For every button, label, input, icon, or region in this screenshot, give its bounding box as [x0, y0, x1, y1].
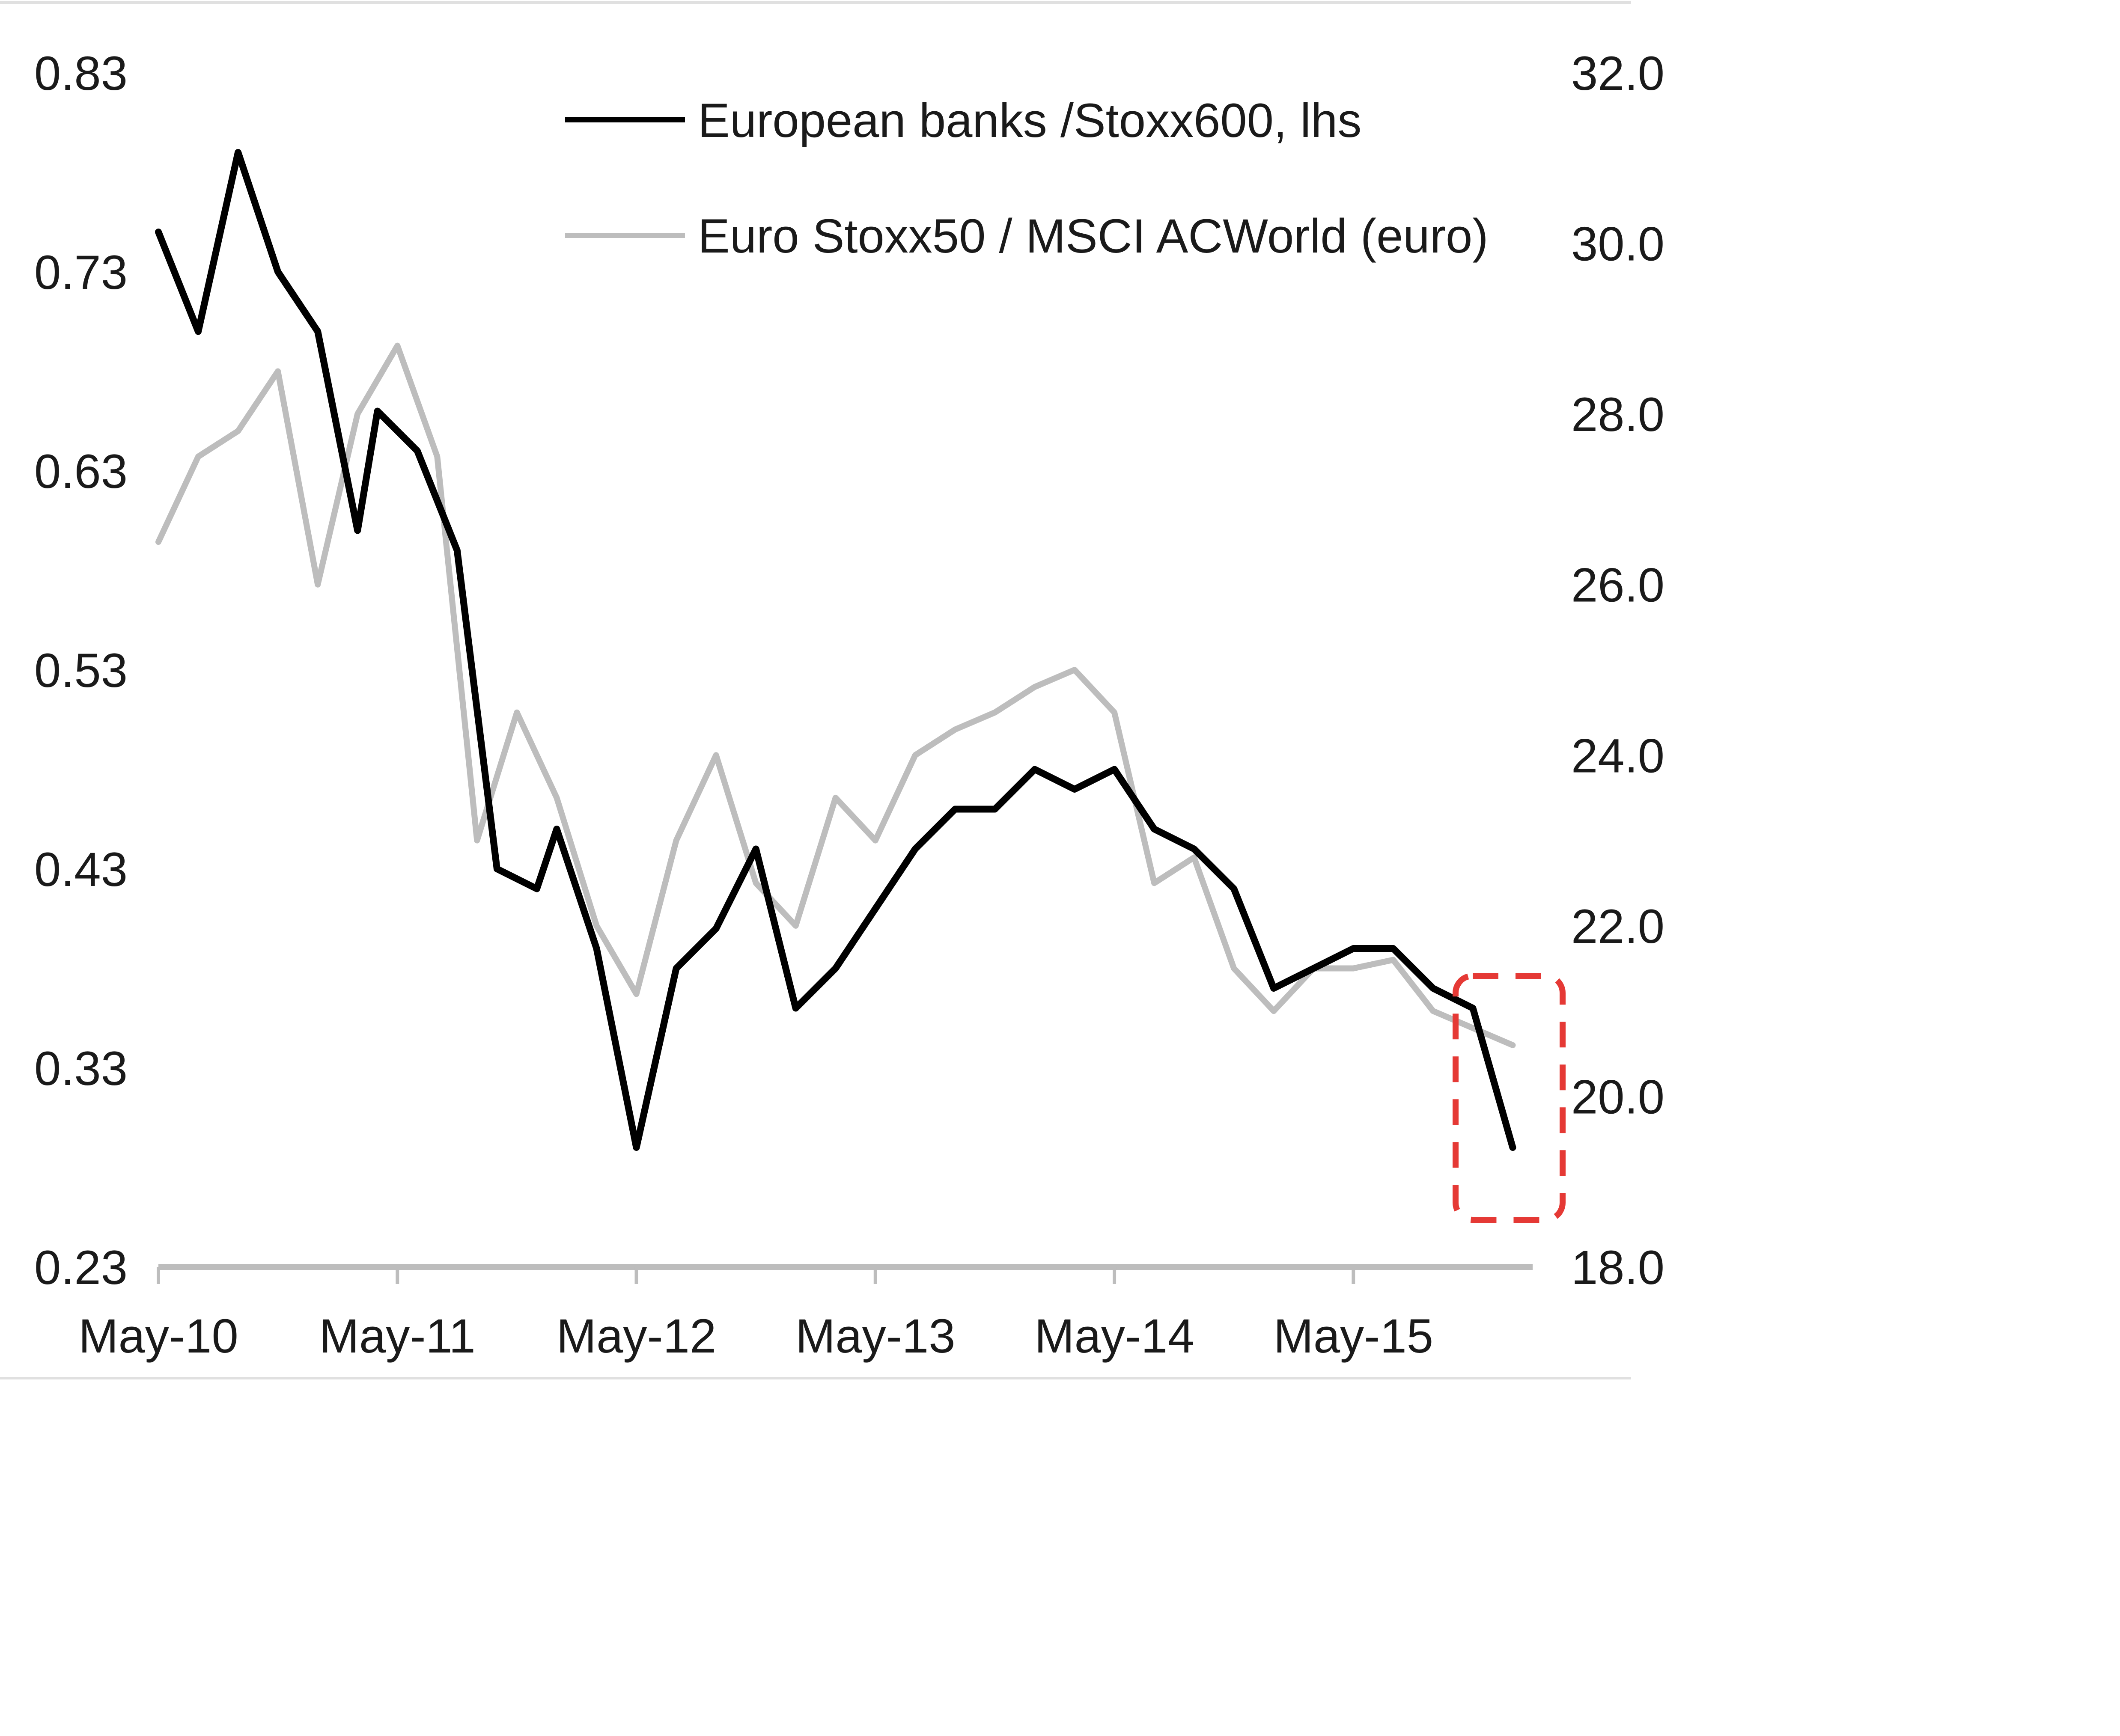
left-tick-label: 0.43 [34, 843, 128, 896]
x-tick-label: May-12 [557, 1309, 716, 1363]
x-tick-label: May-15 [1274, 1309, 1433, 1363]
series-line-european-banks [155, 149, 1516, 1151]
left-tick-label: 0.53 [34, 644, 128, 697]
x-tick-label: May-10 [78, 1309, 238, 1363]
right-tick-label: 30.0 [1571, 217, 1664, 271]
right-tick-label: 26.0 [1571, 559, 1664, 612]
x-axis: May-10 May-11 May-12 May-13 May-14 May-15 [78, 1264, 1533, 1363]
plot-background [17, 0, 1627, 1378]
left-tick-label: 0.83 [34, 47, 128, 100]
right-tick-label: 18.0 [1571, 1241, 1664, 1294]
legend: European banks /Stoxx600, lhs Euro Stoxx5… [565, 94, 1489, 263]
right-tick-label: 24.0 [1571, 729, 1664, 782]
right-tick-label: 28.0 [1571, 388, 1664, 441]
left-tick-label: 0.23 [34, 1241, 128, 1294]
right-tick-label: 22.0 [1571, 900, 1664, 953]
left-tick-label: 0.63 [34, 445, 128, 498]
legend-label: Euro Stoxx50 / MSCI ACWorld (euro) [698, 209, 1489, 263]
series-line-euro-stoxx [155, 342, 1516, 1048]
right-axis: 32.0 30.0 28.0 26.0 24.0 22.0 20.0 18.0 [1571, 47, 1664, 1294]
right-tick-label: 20.0 [1571, 1070, 1664, 1124]
left-axis: 0.83 0.73 0.63 0.53 0.43 0.33 0.23 [34, 47, 128, 1294]
x-tick-label: May-14 [1034, 1309, 1194, 1363]
left-tick-label: 0.73 [34, 246, 128, 299]
right-tick-label: 32.0 [1571, 47, 1664, 100]
x-tick-label: May-11 [319, 1309, 476, 1363]
x-tick-label: May-13 [795, 1309, 955, 1363]
legend-label: European banks /Stoxx600, lhs [698, 94, 1361, 147]
left-tick-label: 0.33 [34, 1042, 128, 1095]
series-layer [155, 149, 1516, 1151]
